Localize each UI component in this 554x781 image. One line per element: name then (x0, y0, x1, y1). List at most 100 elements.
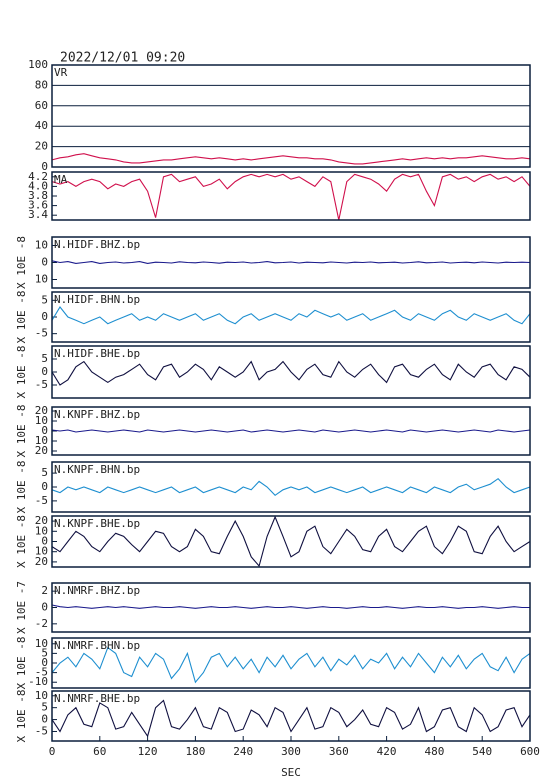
panel-frame (51, 64, 531, 168)
y-axis-label: X 10E -8 (15, 461, 28, 514)
y-tick-label: 10 (35, 689, 48, 702)
panel-label: N.KNPF.BHN.bp (54, 463, 140, 476)
y-tick-label: 5 (41, 352, 48, 365)
waveform (51, 477, 531, 497)
x-tick-label: 120 (138, 745, 158, 758)
y-tick-label: 10 (35, 239, 48, 252)
x-tick-label: 360 (329, 745, 349, 758)
x-tick-label: 0 (49, 745, 56, 758)
y-tick-label: 20 (35, 514, 48, 527)
panel-label: MA (54, 173, 68, 186)
y-tick-label: 20 (35, 140, 48, 153)
waveform (51, 646, 531, 684)
y-tick-label: 3.8 (28, 189, 48, 202)
y-tick-label: 4.2 (28, 170, 48, 183)
y-tick-label: 20 (35, 404, 48, 417)
y-tick-label: -5 (35, 666, 48, 679)
y-tick-label: 0 (41, 424, 48, 437)
panel-label: N.KNPF.BHZ.bp (54, 408, 140, 421)
y-tick-label: 5 (41, 293, 48, 306)
y-tick-label: 0 (41, 601, 48, 614)
y-tick-label: 10 (35, 414, 48, 427)
waveform (51, 173, 531, 221)
y-tick-label: 40 (35, 119, 48, 132)
waveform (51, 153, 531, 165)
panel-frame (51, 637, 531, 689)
y-tick-label: 0 (41, 160, 48, 173)
y-tick-label: 10 (35, 434, 48, 447)
x-tick-label: 540 (472, 745, 492, 758)
panel-frame (51, 236, 531, 289)
y-tick-label: 20 (35, 555, 48, 568)
waveform (51, 604, 530, 609)
y-tick-label: 0 (41, 535, 48, 548)
x-tick-label: 240 (233, 745, 253, 758)
panel-frame (51, 291, 531, 343)
panel-frame (51, 171, 531, 221)
y-tick-label: 5 (41, 466, 48, 479)
y-tick-label: 2 (41, 584, 48, 597)
waveform (51, 260, 531, 264)
y-tick-label: -5 (35, 327, 48, 340)
y-tick-label: 4.0 (28, 179, 48, 192)
y-tick-label: -5 (35, 378, 48, 391)
y-axis-label: X 10E -8 (15, 346, 28, 399)
panel-label: N.NMRF.BHN.bp (54, 639, 140, 652)
y-tick-label: 3.4 (28, 208, 48, 221)
waveform (51, 429, 531, 433)
y-tick-label: 0 (41, 310, 48, 323)
chart-title: 2022/12/01 09:20 (60, 51, 185, 66)
x-tick-label: 300 (281, 745, 301, 758)
y-axis-label: X 10E -8 (15, 236, 28, 289)
y-tick-label: 10 (35, 273, 48, 286)
y-tick-label: -10 (28, 675, 48, 688)
waveform (51, 360, 531, 386)
y-tick-label: 0 (41, 713, 48, 726)
y-tick-label: 10 (35, 637, 48, 650)
panel-frame (51, 582, 531, 633)
y-tick-label: -5 (35, 724, 48, 737)
y-axis-label: X 10E -8 (15, 690, 28, 743)
panel-label: N.KNPF.BHE.bp (54, 517, 140, 530)
y-tick-label: 10 (35, 545, 48, 558)
y-tick-label: 80 (35, 78, 48, 91)
panel-label: N.NMRF.BHE.bp (54, 692, 140, 705)
y-tick-label: 0 (41, 480, 48, 493)
y-axis-label: X 10E -7 (15, 581, 28, 634)
waveform (51, 515, 531, 568)
y-tick-label: 10 (35, 524, 48, 537)
y-axis-label: X 10E -8 (15, 637, 28, 690)
panel-label: N.HIDF.BHN.bp (54, 293, 140, 306)
y-tick-label: 5 (41, 646, 48, 659)
panel-label: N.HIDF.BHZ.bp (54, 238, 140, 251)
y-tick-label: 3.6 (28, 199, 48, 212)
x-tick-label: 420 (377, 745, 397, 758)
x-tick-label: 60 (93, 745, 106, 758)
y-tick-label: 0 (41, 656, 48, 669)
panel-frame (51, 461, 531, 513)
waveform (51, 306, 531, 325)
y-axis-label: X 10E -8 (15, 291, 28, 344)
panel-label: N.HIDF.BHE.bp (54, 347, 140, 360)
x-axis-label: SEC (281, 766, 301, 779)
y-tick-label: 0 (41, 256, 48, 269)
panel-frame (51, 515, 531, 568)
y-tick-label: 60 (35, 99, 48, 112)
x-tick-label: 480 (424, 745, 444, 758)
panel-label: N.NMRF.BHZ.bp (54, 584, 140, 597)
y-tick-label: 20 (35, 444, 48, 457)
y-axis-label: X 10E -8 (15, 515, 28, 568)
y-tick-label: -2 (35, 617, 48, 630)
panel-label: VR (54, 66, 68, 79)
x-tick-label: 180 (185, 745, 205, 758)
y-tick-label: 100 (28, 58, 48, 71)
panel-frame (51, 406, 531, 456)
waveform (51, 699, 531, 738)
x-tick-label: 600 (520, 745, 540, 758)
y-axis-label: X 10E -8 (15, 405, 28, 458)
panel-frame (51, 345, 531, 399)
y-tick-label: 0 (41, 365, 48, 378)
y-tick-label: 5 (41, 701, 48, 714)
y-tick-label: -5 (35, 494, 48, 507)
